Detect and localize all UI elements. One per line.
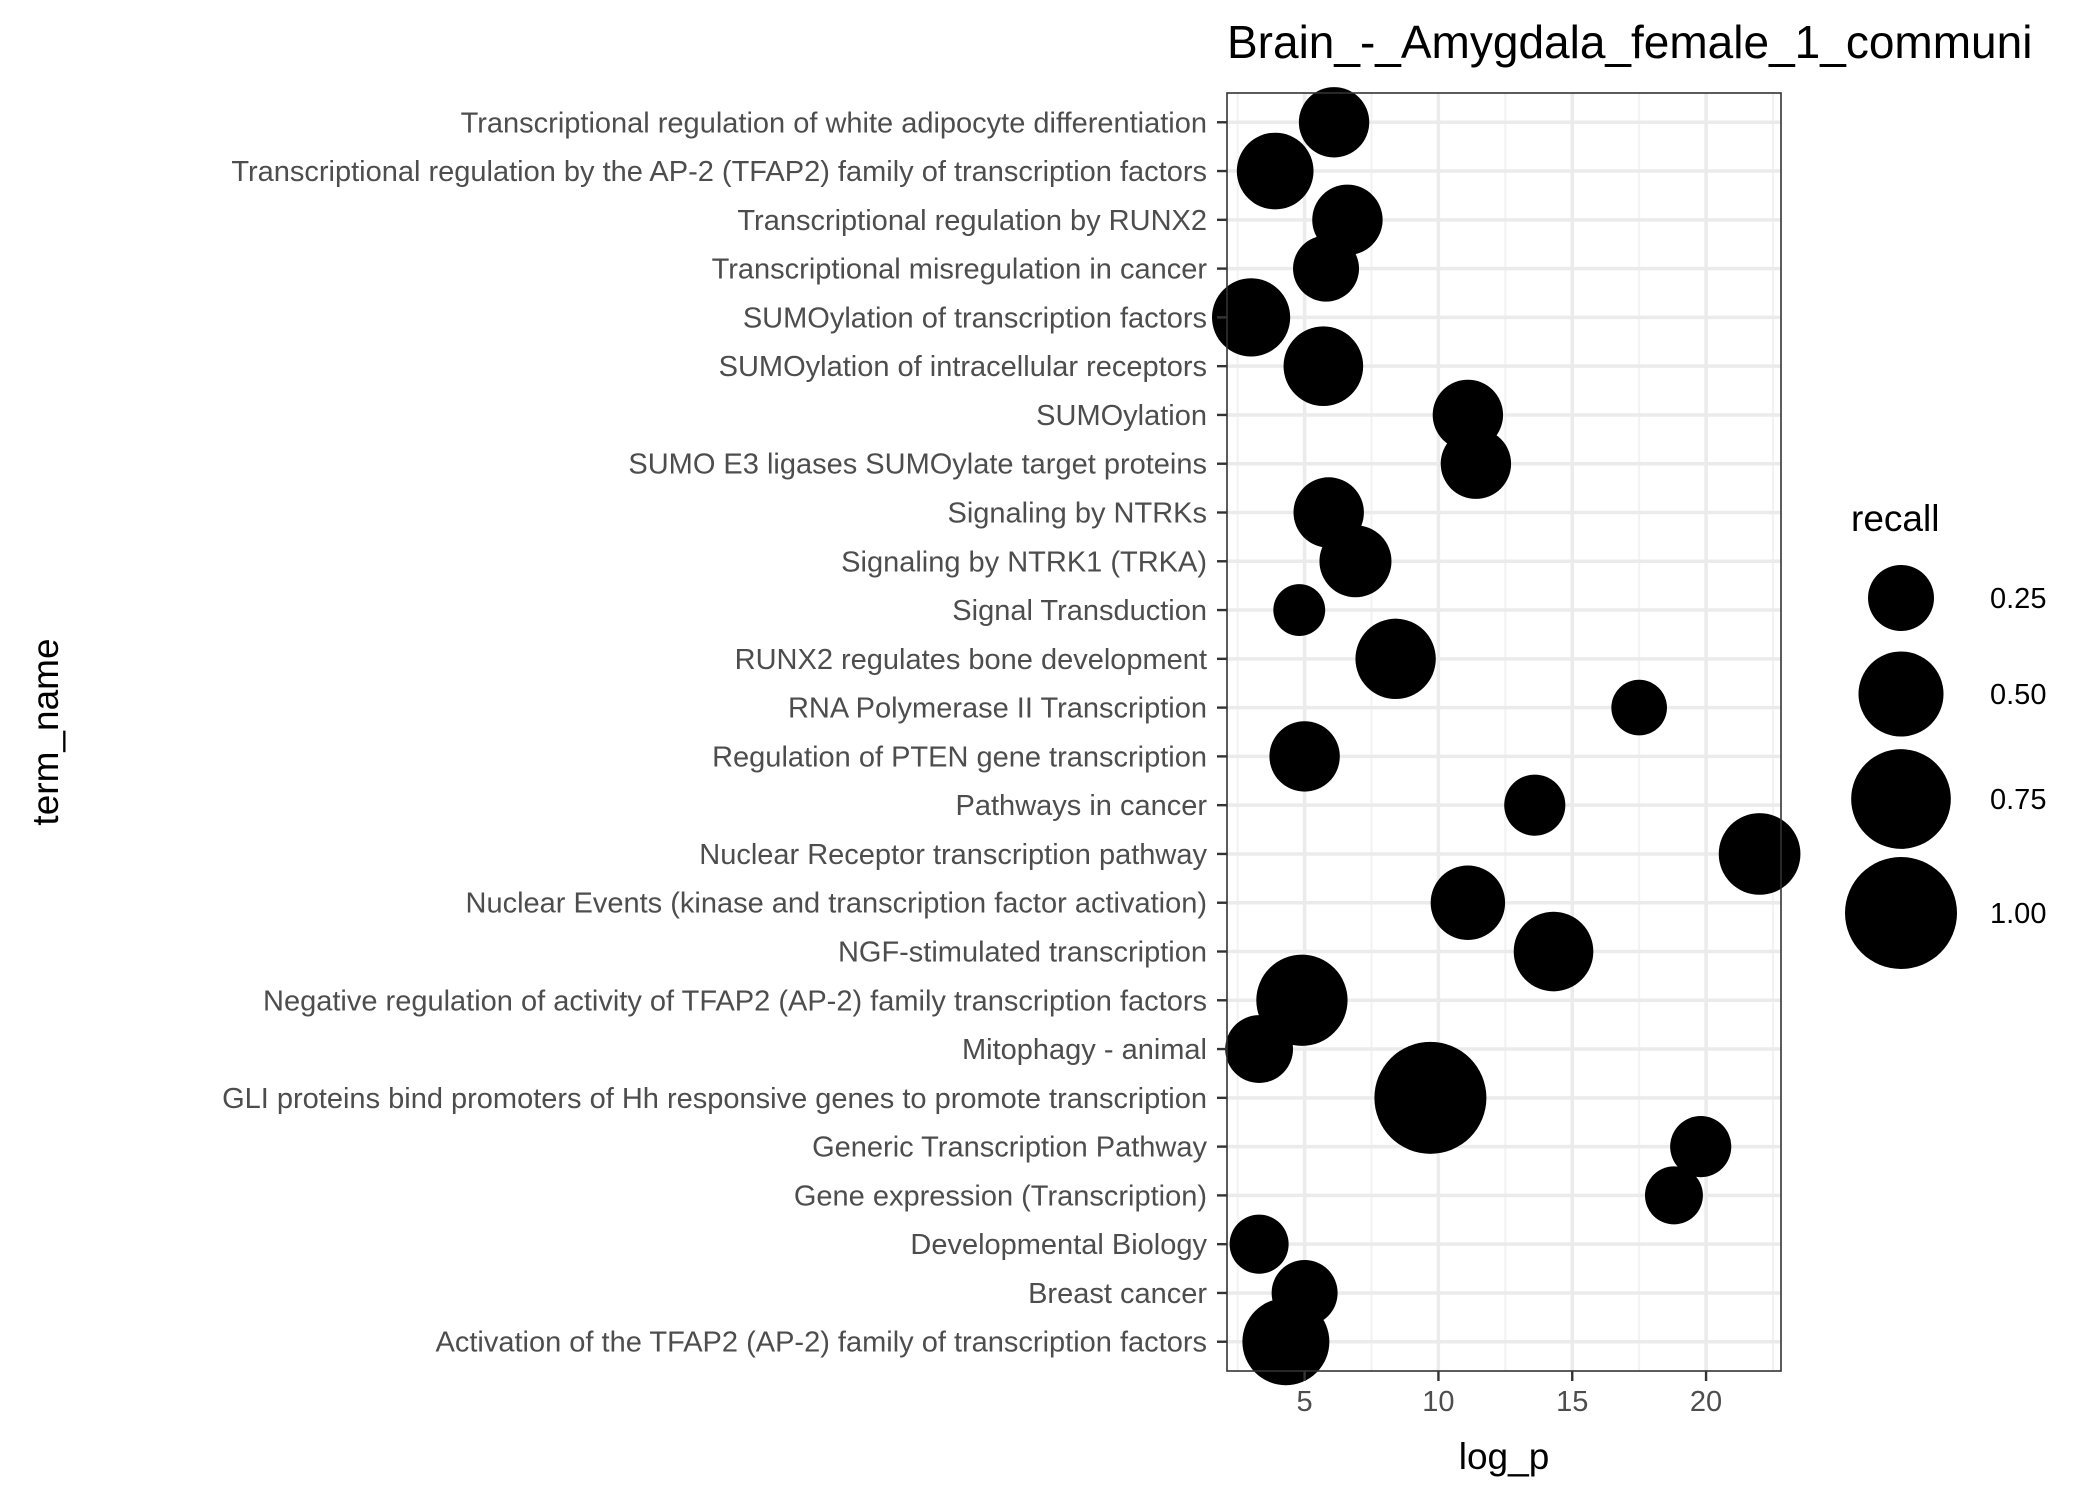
y-axis-title: term_name bbox=[25, 638, 66, 825]
y-tick-label: Developmental Biology bbox=[910, 1229, 1207, 1261]
x-axis-title: log_p bbox=[1459, 1436, 1550, 1477]
x-tick-label: 15 bbox=[1556, 1386, 1588, 1418]
data-points bbox=[1211, 87, 1801, 1386]
y-tick-label: Transcriptional regulation of white adip… bbox=[461, 107, 1207, 139]
x-tick-label: 10 bbox=[1422, 1386, 1454, 1418]
x-axis: 5 10 15 20 bbox=[1297, 1371, 1722, 1418]
y-tick-label: Signaling by NTRKs bbox=[948, 497, 1208, 529]
legend-key bbox=[1851, 749, 1951, 849]
y-tick-label: Transcriptional regulation by the AP-2 (… bbox=[231, 156, 1207, 188]
data-point bbox=[1236, 132, 1314, 210]
data-point bbox=[1513, 911, 1594, 992]
y-tick-label: GLI proteins bind promoters of Hh respon… bbox=[222, 1083, 1207, 1115]
data-point bbox=[1211, 278, 1291, 357]
legend-label: 0.25 bbox=[1990, 583, 2046, 615]
legend-key bbox=[1858, 651, 1944, 737]
legend-key bbox=[1868, 565, 1934, 631]
data-point bbox=[1283, 326, 1364, 406]
data-point bbox=[1504, 774, 1566, 836]
y-tick-label: Generic Transcription Pathway bbox=[812, 1132, 1207, 1164]
gridlines bbox=[1227, 93, 1781, 1371]
x-tick-label: 20 bbox=[1690, 1386, 1722, 1418]
x-tick-label: 5 bbox=[1297, 1386, 1313, 1418]
data-point bbox=[1225, 1015, 1294, 1083]
y-tick-label: Signaling by NTRK1 (TRKA) bbox=[841, 546, 1207, 578]
legend: recall 0.25 0.50 0.75 1.00 bbox=[1845, 498, 2046, 969]
legend-title: recall bbox=[1851, 498, 1939, 539]
data-point bbox=[1269, 721, 1340, 792]
data-point bbox=[1718, 813, 1801, 895]
y-tick-label: Gene expression (Transcription) bbox=[794, 1180, 1207, 1212]
data-point bbox=[1298, 87, 1370, 158]
y-tick-label: Mitophagy - animal bbox=[962, 1034, 1207, 1066]
data-point bbox=[1440, 428, 1512, 499]
y-tick-label: Signal Transduction bbox=[952, 595, 1207, 627]
y-tick-label: Transcriptional misregulation in cancer bbox=[712, 254, 1208, 286]
chart-title: Brain_-_Amygdala_female_1_communi bbox=[1227, 16, 2032, 68]
y-tick-label: Pathways in cancer bbox=[956, 790, 1208, 822]
y-tick-label: Breast cancer bbox=[1028, 1278, 1207, 1310]
data-point bbox=[1242, 1298, 1330, 1386]
legend-key bbox=[1845, 857, 1957, 969]
data-point bbox=[1644, 1166, 1703, 1225]
y-tick-label: RNA Polymerase II Transcription bbox=[788, 693, 1207, 725]
data-point bbox=[1273, 584, 1326, 636]
y-tick-label: RUNX2 regulates bone development bbox=[735, 644, 1207, 676]
y-tick-label: Nuclear Events (kinase and transcription… bbox=[466, 888, 1207, 920]
y-tick-label: SUMOylation of transcription factors bbox=[743, 302, 1207, 334]
y-axis: Transcriptional regulation of white adip… bbox=[222, 107, 1227, 1359]
data-point bbox=[1293, 235, 1360, 302]
y-tick-label: SUMO E3 ligases SUMOylate target protein… bbox=[628, 449, 1207, 481]
panel-border bbox=[1226, 92, 1782, 1372]
y-tick-label: Transcriptional regulation by RUNX2 bbox=[737, 205, 1207, 237]
y-tick-label: SUMOylation of intracellular receptors bbox=[719, 351, 1207, 383]
y-tick-label: NGF-stimulated transcription bbox=[838, 937, 1207, 969]
y-tick-label: Regulation of PTEN gene transcription bbox=[712, 741, 1207, 773]
data-point bbox=[1670, 1116, 1732, 1178]
legend-label: 0.50 bbox=[1990, 679, 2046, 711]
legend-label: 0.75 bbox=[1990, 784, 2046, 816]
data-point bbox=[1611, 679, 1667, 736]
y-tick-label: Negative regulation of activity of TFAP2… bbox=[263, 985, 1207, 1017]
y-tick-label: Activation of the TFAP2 (AP-2) family of… bbox=[436, 1327, 1208, 1359]
y-tick-label: Nuclear Receptor transcription pathway bbox=[699, 839, 1207, 871]
data-point bbox=[1355, 618, 1436, 699]
data-point bbox=[1374, 1041, 1487, 1154]
data-point bbox=[1430, 865, 1506, 940]
legend-label: 1.00 bbox=[1990, 898, 2046, 930]
y-tick-label: SUMOylation bbox=[1036, 400, 1207, 432]
data-point bbox=[1229, 1214, 1289, 1274]
data-point bbox=[1319, 525, 1392, 598]
